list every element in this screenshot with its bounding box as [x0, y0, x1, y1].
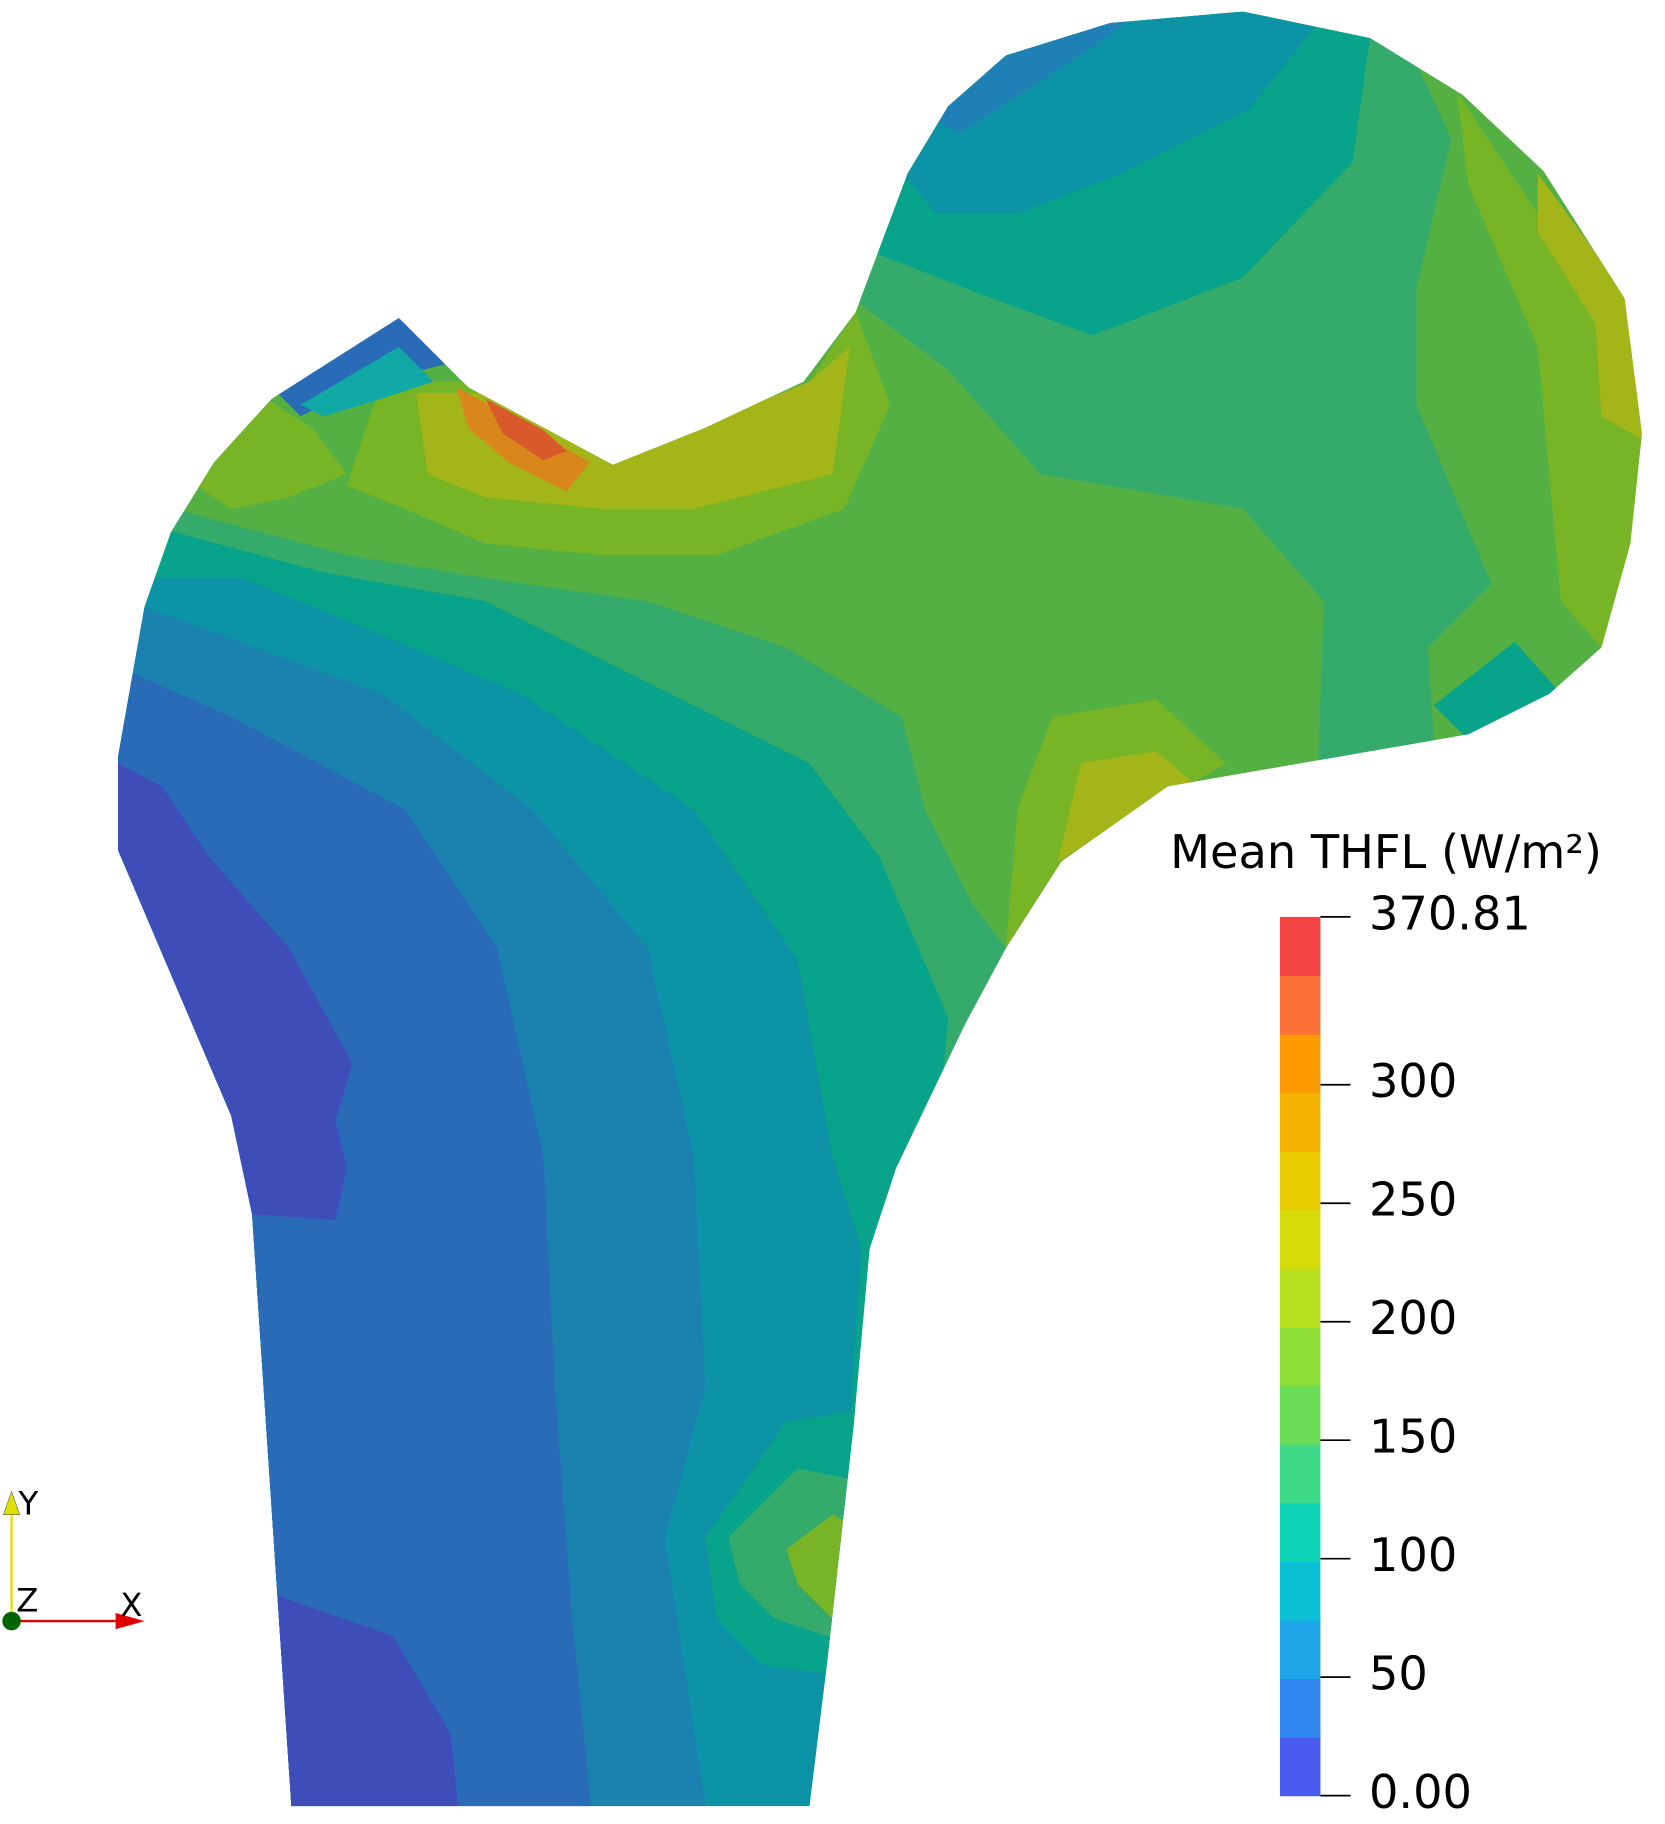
colorbar-band [1279, 1209, 1321, 1269]
z-axis-label: Z [16, 1582, 38, 1620]
colorbar-band [1279, 1561, 1321, 1621]
colorbar-tick-label: 250 [1369, 1173, 1457, 1227]
colorbar-band [1279, 1385, 1321, 1445]
x-axis-label: X [120, 1586, 142, 1624]
colorbar-band [1279, 1444, 1321, 1504]
colorbar-title: Mean THFL (W/m²) [1170, 825, 1602, 879]
colorbar-tick-label: 150 [1369, 1410, 1457, 1464]
colorbar-band [1279, 1268, 1321, 1328]
colorbar-band [1279, 916, 1321, 977]
colorbar-tick-label: 200 [1369, 1291, 1457, 1345]
colorbar-tick-label: 50 [1369, 1647, 1428, 1701]
colorbar-band [1279, 1502, 1321, 1562]
orientation-axes: Y X Z [2, 1484, 145, 1631]
colorbar-band [1279, 975, 1321, 1035]
x-axis-cone [115, 1612, 145, 1630]
colorbar-band [1279, 1678, 1321, 1738]
colorbar-band [1279, 1034, 1321, 1094]
colorbar-tick-label: 0.00 [1369, 1765, 1472, 1819]
colorbar-band [1279, 1326, 1321, 1387]
y-axis-cone [3, 1490, 21, 1515]
y-axis-label: Y [18, 1484, 39, 1522]
colorbar-band [1279, 1151, 1321, 1211]
z-axis-dot [2, 1611, 21, 1631]
colorbar-band [1279, 1737, 1321, 1797]
colorbar-tick-label: 100 [1369, 1528, 1457, 1582]
colorbar-band [1279, 1619, 1321, 1680]
colorbar-tick-label: 370.81 [1369, 886, 1531, 940]
colorbar-band [1279, 1092, 1321, 1152]
colorbar-tick-label: 300 [1369, 1054, 1457, 1108]
